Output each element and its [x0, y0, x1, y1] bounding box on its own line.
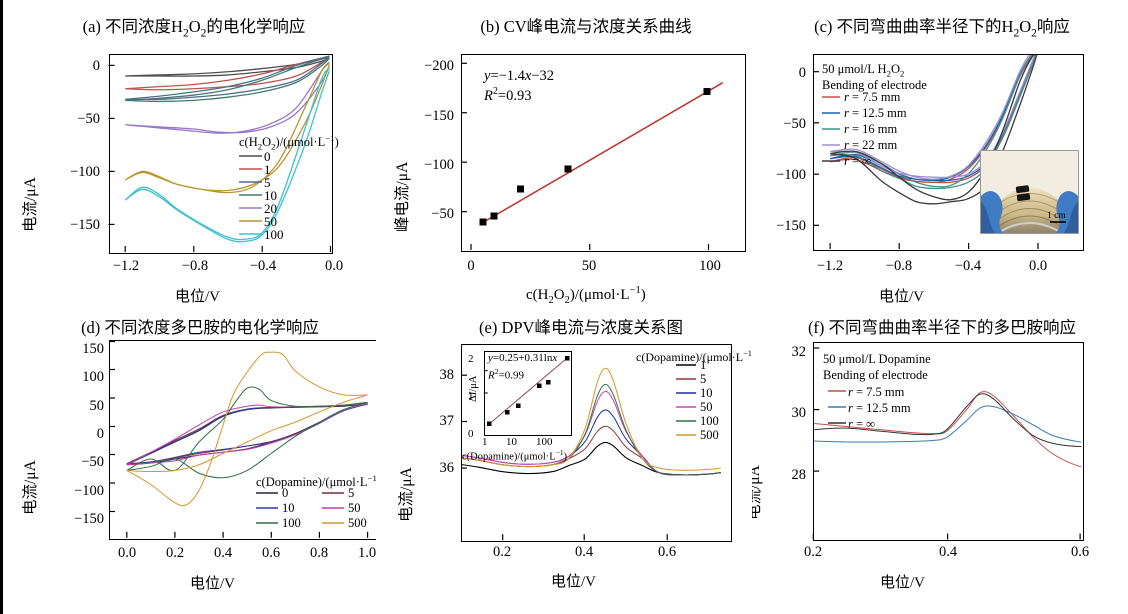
svg-text:1 cm: 1 cm: [1047, 211, 1066, 221]
